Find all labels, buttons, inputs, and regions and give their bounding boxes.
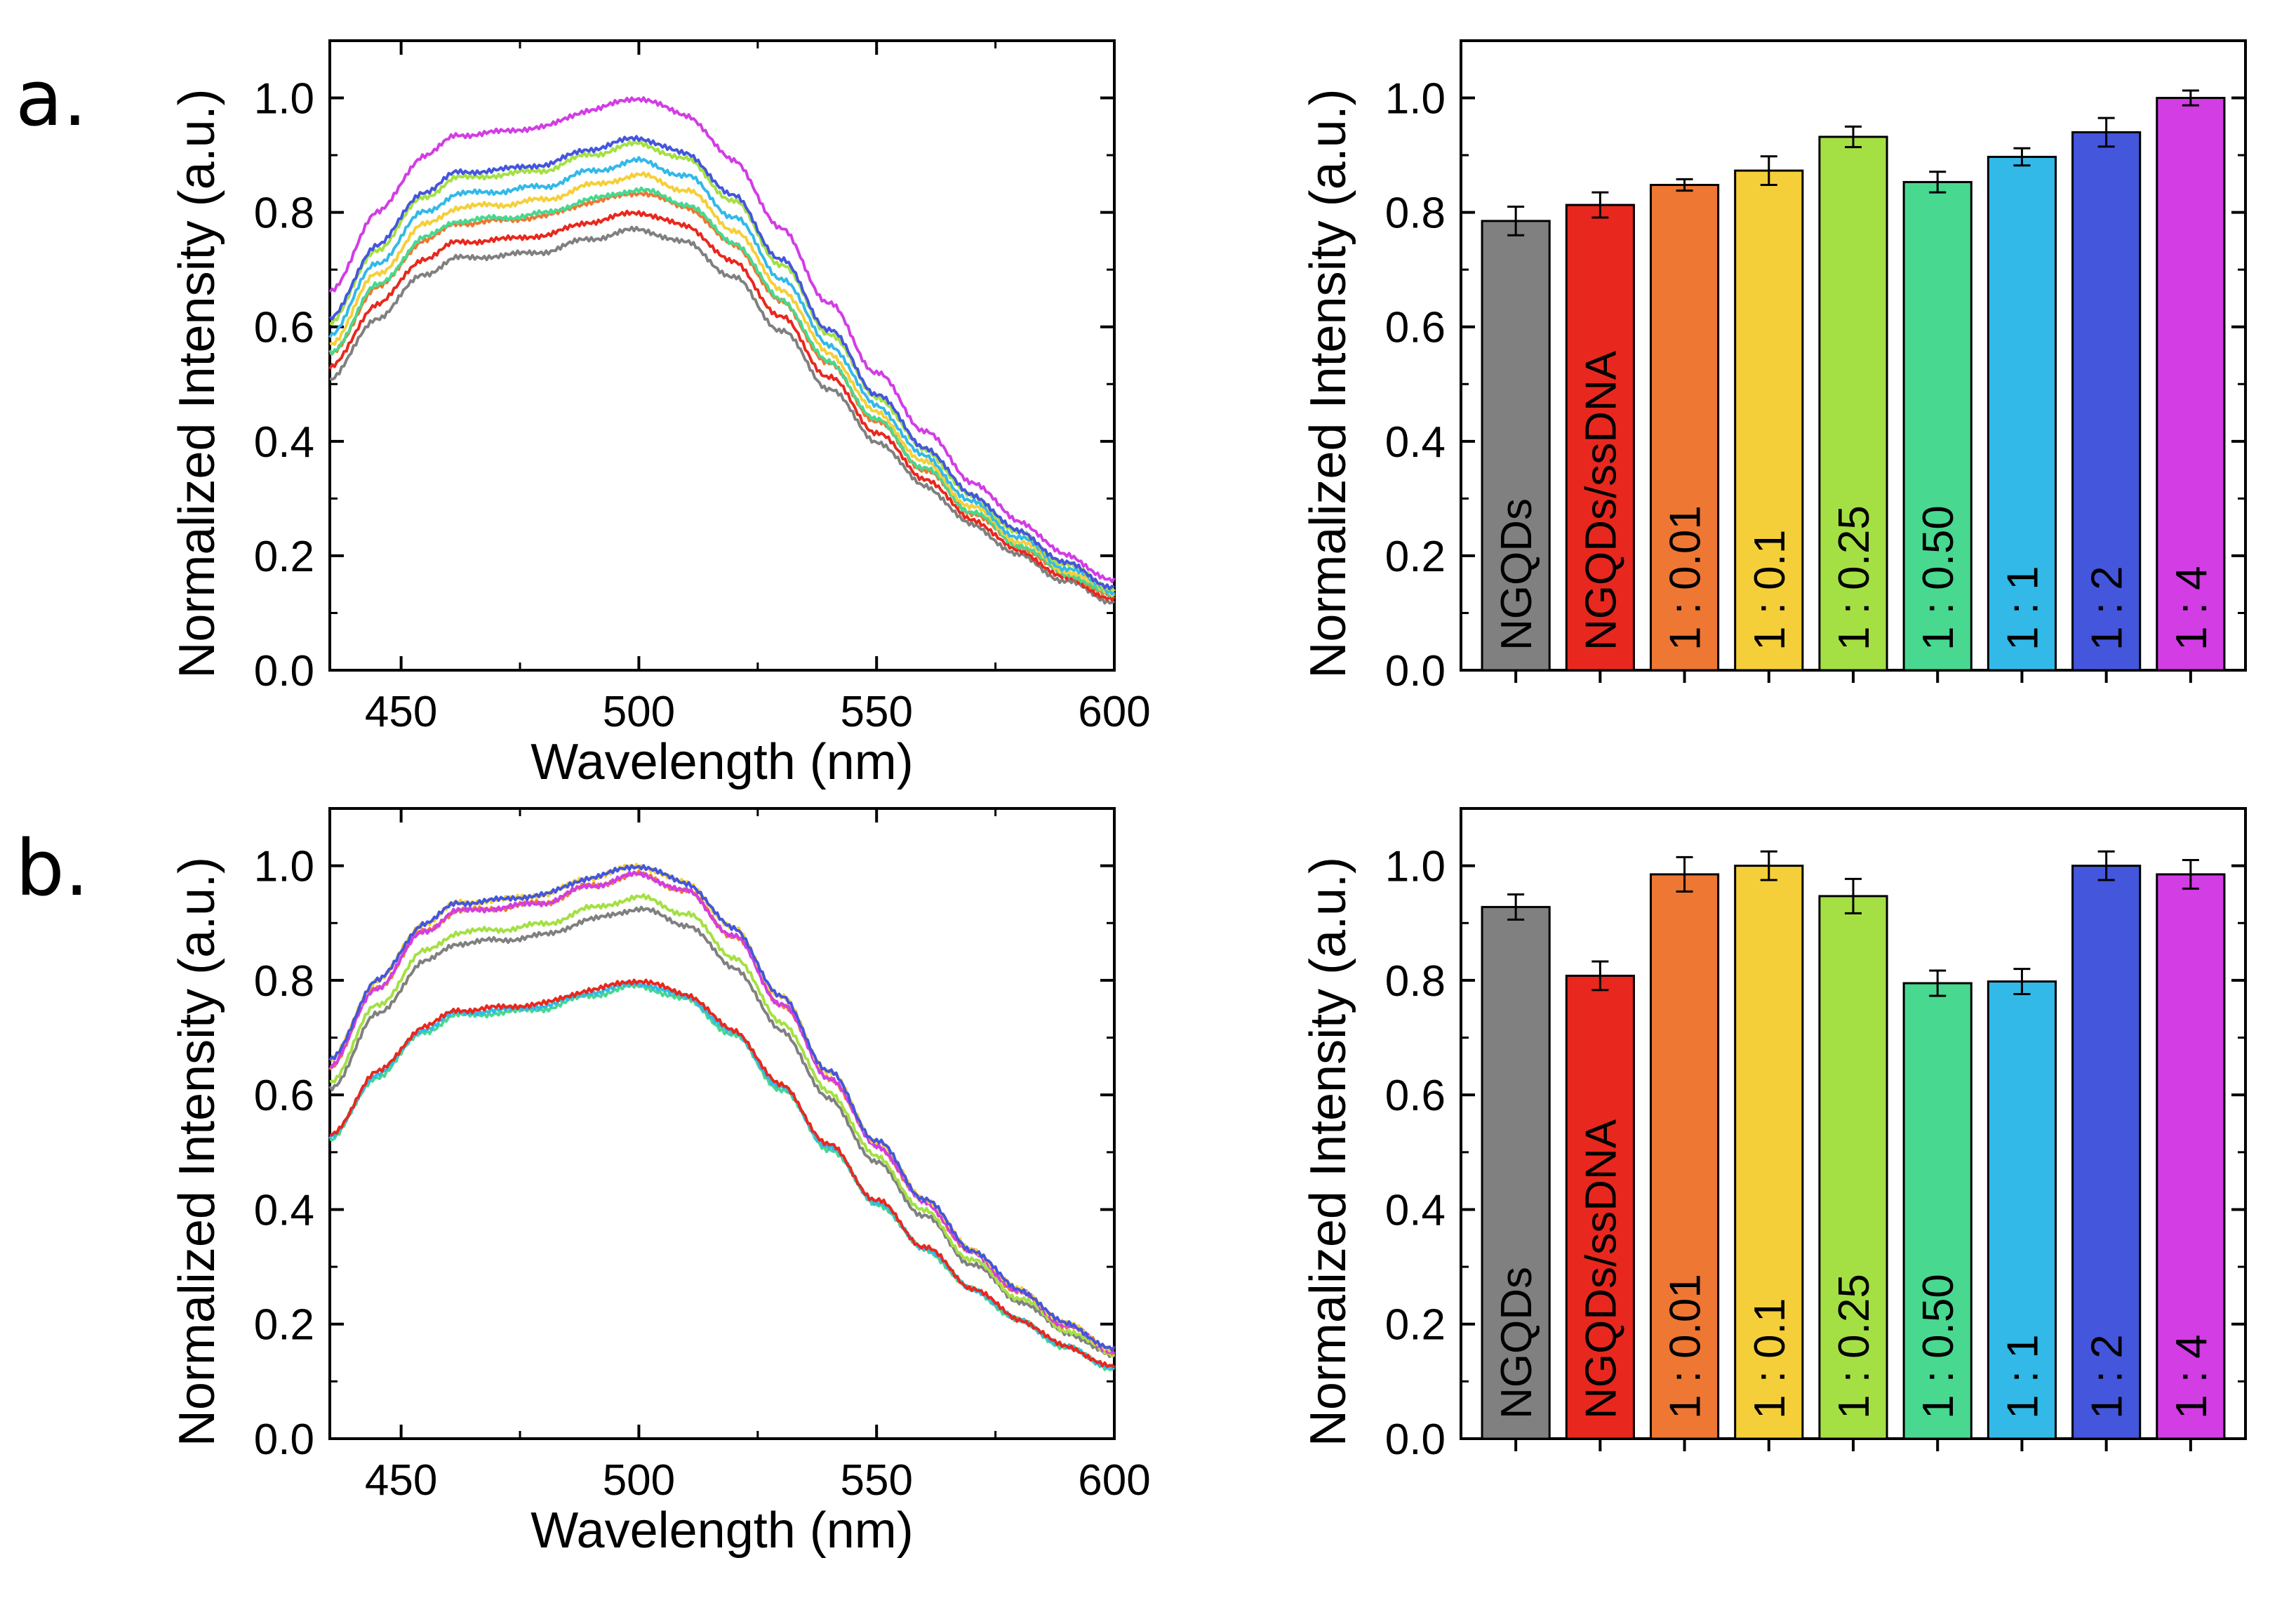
series-line-1-0-01 <box>329 190 1116 598</box>
y-tick-label: 0.6 <box>1385 1072 1446 1120</box>
x-tick-label: 550 <box>840 688 912 736</box>
bar-label-ngqds-ssdna: NGQDs/ssDNA <box>1577 350 1625 651</box>
y-tick-label: 1.0 <box>254 75 314 124</box>
y-tick-label: 0.4 <box>1385 1186 1446 1234</box>
bar-1-0-1 <box>1734 865 1804 1440</box>
series-line-1-4 <box>329 870 1116 1355</box>
bar-ngqds-ssdna <box>1565 974 1635 1440</box>
y-tick-label: 0.8 <box>1385 189 1446 238</box>
y-tick-label: 0.6 <box>1385 304 1446 352</box>
series-line-ngqds <box>328 905 1116 1359</box>
series-line-1-0-1 <box>329 171 1116 597</box>
x-tick-label: 550 <box>840 1456 912 1505</box>
plot-frame <box>328 807 1116 1440</box>
series-line-1-0-50 <box>328 186 1116 598</box>
series-line-1-0-50 <box>329 982 1116 1371</box>
series-line-1-0-25 <box>329 140 1116 592</box>
x-tick-label: 500 <box>603 1456 675 1505</box>
bar-1-0-01 <box>1649 183 1720 672</box>
y-tick-label: 0.4 <box>1385 418 1446 467</box>
bar-label-1-4: 1 : 4 <box>2168 566 2216 651</box>
y-tick-label: 0.2 <box>1385 1301 1446 1350</box>
series-line-1-1 <box>328 156 1116 596</box>
y-tick-label: 0.6 <box>254 1072 314 1120</box>
panel-label-a: a. <box>15 53 87 143</box>
bar-label-ngqds-ssdna: NGQDs/ssDNA <box>1577 1119 1625 1419</box>
bar-label-ngqds: NGQDs <box>1493 1267 1541 1419</box>
chart-b-spectra: 0.0 0.2 0.4 0.6 0.8 1.0 Normalized Intensity (… <box>169 807 1151 1559</box>
x-tick-label: 500 <box>603 688 675 736</box>
bar-label-1-0-25: 1 : 0.25 <box>1830 505 1878 651</box>
y-tick-label: 0.0 <box>1385 1416 1446 1464</box>
bar-label-ngqds: NGQDs <box>1493 498 1541 651</box>
y-axis-title: Normalized Intensity (a.u.) <box>1300 88 1356 678</box>
y-tick-label: 0.4 <box>254 1186 314 1234</box>
x-tick-label: 600 <box>1078 1456 1150 1505</box>
y-tick-label: 0.4 <box>254 418 314 467</box>
y-tick-label: 0.8 <box>254 957 314 1006</box>
bar-1-0-1 <box>1734 169 1804 672</box>
chart-a-spectra: 0.0 0.2 0.4 0.6 0.8 1.0 Normalized Intensity (… <box>169 39 1151 790</box>
series-line-1-4 <box>328 96 1116 583</box>
y-tick-label: 1.0 <box>1385 75 1446 124</box>
x-tick-label: 450 <box>365 688 437 736</box>
y-tick-label: 1.0 <box>1385 843 1446 891</box>
y-axis-title: Normalized Intensity (a.u.) <box>169 857 225 1446</box>
bar-label-1-2: 1 : 2 <box>2083 1334 2132 1419</box>
y-tick-label: 0.6 <box>254 304 314 352</box>
bar-label-1-0-50: 1 : 0.50 <box>1914 1274 1963 1419</box>
series-line-ngqds-ssdna <box>328 209 1116 602</box>
bar-label-1-0-01: 1 : 0.01 <box>1662 1274 1710 1419</box>
y-tick-label: 0.0 <box>1385 647 1446 695</box>
series-line-1-2 <box>328 135 1115 591</box>
series-line-1-2 <box>328 864 1116 1352</box>
bar-1-0-25 <box>1818 895 1888 1440</box>
bar-1-2 <box>2071 131 2142 672</box>
bar-label-1-0-1: 1 : 0.1 <box>1746 530 1794 651</box>
bar-label-1-1: 1 : 1 <box>1998 1334 2047 1419</box>
series-line-ngqds <box>329 225 1116 605</box>
series-line-1-0-25 <box>329 893 1116 1358</box>
y-axis-title: Normalized Intensity (a.u.) <box>1300 857 1356 1446</box>
bar-1-4 <box>2156 873 2226 1440</box>
bar-1-0-25 <box>1818 135 1888 672</box>
series-line-ngqds-ssdna <box>329 978 1116 1369</box>
chart-a-bars: 0.0 0.2 0.4 0.6 0.8 1.0 Normalized Intensity (… <box>1300 39 2247 695</box>
bar-1-2 <box>2071 865 2142 1440</box>
y-tick-label: 0.2 <box>1385 533 1446 581</box>
y-tick-label: 0.8 <box>254 189 314 238</box>
y-tick-label: 0.8 <box>1385 957 1446 1006</box>
bar-label-1-0-1: 1 : 0.1 <box>1746 1298 1794 1419</box>
x-axis-title: Wavelength (nm) <box>530 734 914 790</box>
bar-label-1-0-25: 1 : 0.25 <box>1830 1274 1878 1419</box>
y-tick-label: 0.0 <box>254 1416 314 1464</box>
bar-label-1-1: 1 : 1 <box>1998 566 2047 651</box>
y-tick-label: 0.2 <box>254 1301 314 1350</box>
bar-label-1-4: 1 : 4 <box>2168 1334 2216 1419</box>
bar-1-1 <box>1987 156 2057 672</box>
bar-1-0-50 <box>1902 180 1973 672</box>
bar-ngqds-ssdna <box>1565 204 1635 672</box>
chart-b-bars: 0.0 0.2 0.4 0.6 0.8 1.0 Normalized Intensity (… <box>1300 807 2247 1464</box>
bar-1-4 <box>2156 97 2226 672</box>
x-tick-label: 450 <box>365 1456 437 1505</box>
bar-label-1-2: 1 : 2 <box>2083 566 2132 651</box>
bar-label-1-0-01: 1 : 0.01 <box>1662 505 1710 651</box>
y-tick-label: 0.0 <box>254 647 314 695</box>
panel-label-b: b. <box>15 823 89 913</box>
y-tick-label: 1.0 <box>254 843 314 891</box>
x-tick-label: 600 <box>1078 688 1150 736</box>
bar-label-1-0-50: 1 : 0.50 <box>1914 505 1963 651</box>
x-axis-title: Wavelength (nm) <box>530 1503 914 1559</box>
bar-ngqds <box>1481 905 1551 1440</box>
y-tick-label: 0.2 <box>254 533 314 581</box>
series-line-1-1 <box>328 980 1116 1371</box>
plot-frame <box>328 39 1116 672</box>
bar-1-0-01 <box>1649 873 1720 1440</box>
y-axis-title: Normalized Intensity (a.u.) <box>169 88 225 678</box>
